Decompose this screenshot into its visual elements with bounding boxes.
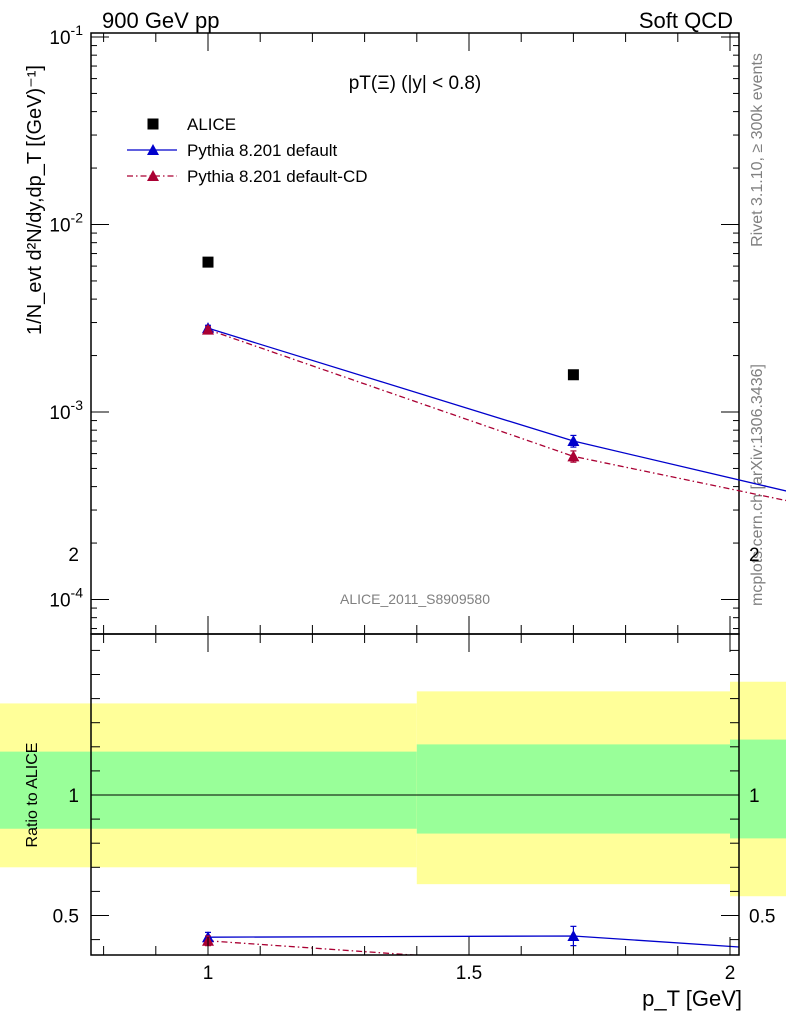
ratio-y-tick-label-right: 2 (749, 545, 760, 566)
line-pythia-default (207, 327, 786, 492)
ratio-band-inner (416, 744, 730, 834)
point-pythia-default-cd (567, 450, 580, 462)
legend: ALICE Pythia 8.201 default Pythia 8.201 de… (127, 115, 368, 186)
legend-label-default-cd: Pythia 8.201 default-CD (187, 167, 368, 186)
main-y-axis: 10-1 10-2 10-3 10-4 (49, 22, 739, 630)
ratio-y-tick-label: 2 (68, 545, 79, 566)
legend-marker-alice (147, 118, 159, 130)
main-y-tick-label: 10-4 (49, 585, 83, 612)
x-axis-label: p_T [GeV] (642, 986, 742, 1011)
watermark: ALICE_2011_S8909580 (340, 591, 490, 607)
point-pythia-default-cd (202, 323, 214, 335)
point-alice (202, 256, 214, 268)
main-y-tick-label: 10-2 (49, 210, 83, 237)
line-pythia-default-cd (207, 329, 786, 502)
main-y-tick-label: 10-3 (49, 397, 83, 424)
rivet-label: Rivet 3.1.10, ≥ 300k events (749, 53, 766, 247)
ratio-band-inner (0, 751, 417, 829)
main-y-tick-label: 10-1 (49, 22, 83, 49)
legend-marker-default (147, 144, 159, 155)
ratio-point-default-cd (567, 960, 579, 971)
point-alice (567, 369, 579, 381)
legend-label-default: Pythia 8.201 default (187, 141, 338, 160)
main-series-group (202, 256, 786, 502)
x-tick-label: 2 (725, 963, 736, 984)
legend-label-alice: ALICE (187, 115, 236, 134)
header-right: Soft QCD (639, 8, 733, 33)
point-pythia-default (567, 435, 580, 447)
ratio-y-tick-label: 0.5 (53, 907, 79, 928)
x-tick-label: 1 (203, 963, 214, 984)
ratio-x-axis: 11.522.53 (103, 634, 736, 984)
main-panel: 10-1 10-2 10-3 10-4 pT(Ξ) (|y| < 0.8) ALICE… (24, 22, 786, 635)
legend-marker-default-cd (147, 170, 159, 181)
ratio-y-tick-label-right: 1 (749, 786, 760, 807)
ratio-y-tick-label: 1 (68, 786, 79, 807)
ratio-y-label: Ratio to ALICE (24, 743, 41, 848)
x-tick-label: 1.5 (456, 963, 482, 984)
mcplots-label: mcplots.cern.ch [arXiv:1306.3436] (749, 364, 766, 606)
ratio-point-default (567, 929, 580, 941)
main-y-label: 1/N_evt d²N/dy,dp_T [(GeV)⁻¹] (24, 65, 46, 335)
ratio-series-group (202, 925, 739, 971)
ratio-bands (0, 681, 786, 897)
main-x-axis (103, 33, 731, 634)
ratio-y-axis: 0.5 0.5 1 1 2 2 (53, 545, 775, 941)
ratio-y-tick-label-right: 0.5 (749, 907, 775, 928)
main-title: pT(Ξ) (|y| < 0.8) (349, 73, 482, 94)
ratio-line-default-cd (207, 940, 423, 955)
ratio-line-default (207, 935, 739, 948)
header-left: 900 GeV pp (102, 8, 219, 33)
